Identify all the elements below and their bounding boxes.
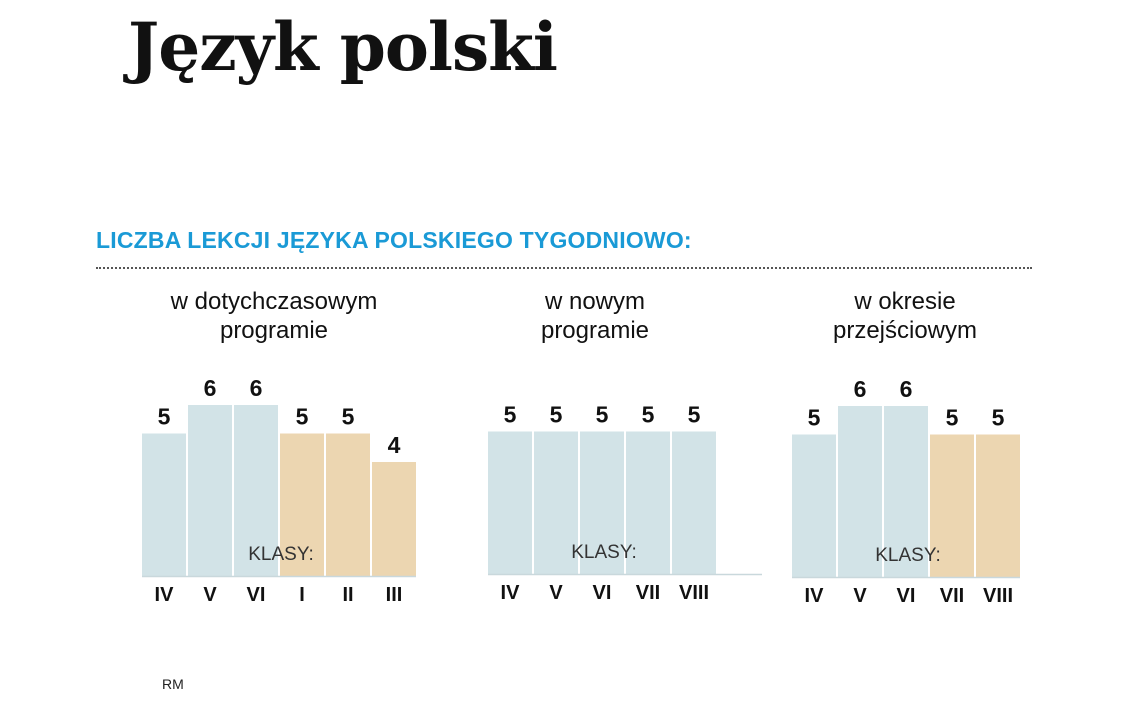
chart-2-bar [580, 431, 624, 574]
chart-2-bar [626, 431, 670, 574]
chart-3-value-label: 5 [946, 405, 959, 431]
chart-1-bar [326, 433, 370, 576]
chart-1-bar [142, 433, 186, 576]
chart-2-category-label: V [549, 582, 563, 604]
chart-2-bar [672, 431, 716, 574]
chart-3-value-label: 5 [992, 405, 1005, 431]
chart-2-bar [488, 431, 532, 574]
chart-1-value-label: 5 [296, 404, 309, 430]
chart-1-bar [280, 433, 324, 576]
chart-3-value-label: 6 [854, 376, 867, 402]
chart-2-category-label: IV [501, 582, 521, 604]
chart-1-value-label: 6 [250, 375, 263, 401]
dotted-divider [96, 267, 1032, 269]
chart-2-category-label: VII [636, 582, 660, 604]
chart-2-category-label: VI [593, 582, 612, 604]
chart-1-category-label: III [386, 584, 403, 606]
chart-1-value-label: 4 [388, 432, 401, 458]
chart-1-axis-label: KLASY: [248, 544, 314, 565]
chart-3-category-label: VI [897, 585, 916, 607]
chart-2-title-line: programie [541, 317, 649, 344]
chart-3-bar [976, 434, 1020, 577]
chart-1-title-line: programie [220, 317, 328, 344]
chart-2-bar [534, 431, 578, 574]
chart-3-title-line: przejściowym [833, 317, 977, 344]
chart-3-value-label: 6 [900, 376, 913, 402]
chart-3-category-label: V [853, 585, 867, 607]
chart-3-category-label: VIII [983, 585, 1013, 607]
chart-1-value-label: 5 [342, 404, 355, 430]
chart-3-bar [792, 434, 836, 577]
chart-1-bar [372, 462, 416, 576]
chart-1-category-label: VI [247, 584, 266, 606]
chart-2-value-label: 5 [596, 402, 609, 428]
chart-3-bar [838, 406, 882, 577]
chart-subtitle: LICZBA LEKCJI JĘZYKA POLSKIEGO TYGODNIOW… [96, 227, 692, 253]
chart-3-value-label: 5 [808, 405, 821, 431]
chart-2-title-line: w nowym [544, 288, 645, 315]
author-credit: RM [162, 676, 184, 692]
chart-1-category-label: IV [155, 584, 175, 606]
chart-1-value-label: 5 [158, 404, 171, 430]
chart-3-title-line: w okresie [853, 288, 955, 315]
chart-2-value-label: 5 [688, 402, 701, 428]
chart-2-value-label: 5 [642, 402, 655, 428]
chart-1-bar [234, 405, 278, 576]
chart-3-category-label: VII [940, 585, 964, 607]
chart-1-category-label: I [299, 584, 305, 606]
chart-2-category-label: VIII [679, 582, 709, 604]
chart-3-category-label: IV [805, 585, 825, 607]
chart-1-bar [188, 405, 232, 576]
chart-1-title-line: w dotychczasowym [170, 288, 378, 315]
chart-1-value-label: 6 [204, 375, 217, 401]
chart-1-category-label: II [342, 584, 353, 606]
chart-3-bar [884, 406, 928, 577]
chart-3-bar [930, 434, 974, 577]
chart-2-value-label: 5 [550, 402, 563, 428]
chart-2-axis-label: KLASY: [571, 542, 637, 563]
chart-2-value-label: 5 [504, 402, 517, 428]
chart-1-category-label: V [203, 584, 217, 606]
chart-3-axis-label: KLASY: [875, 545, 941, 566]
page-title: Język polski [128, 8, 558, 86]
